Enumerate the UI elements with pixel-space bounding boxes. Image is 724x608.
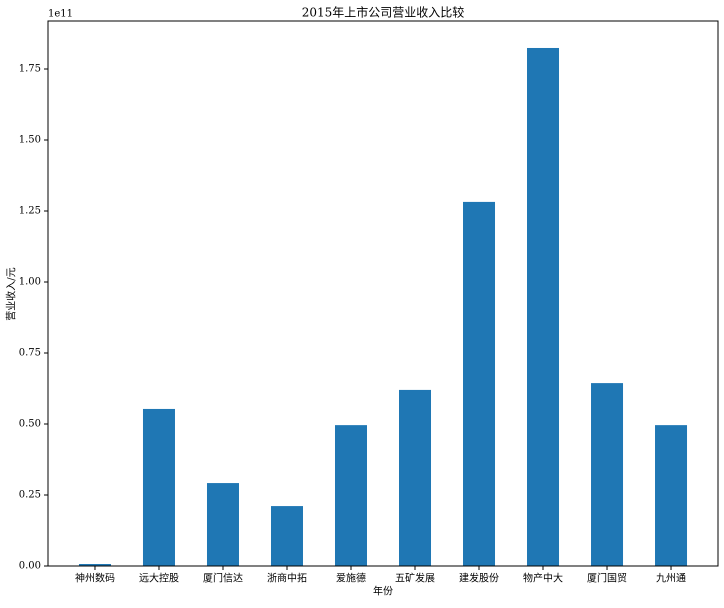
y-tick-label: 1.00 — [19, 276, 41, 287]
y-tick-label: 0.25 — [19, 489, 41, 500]
y-tick-label: 0.50 — [19, 418, 41, 429]
y-tick-label: 1.75 — [19, 63, 41, 74]
x-tick-label: 远大控股 — [139, 572, 179, 585]
x-tick-label: 厦门信达 — [203, 572, 243, 585]
x-tick-label: 九州通 — [656, 573, 686, 585]
y-tick-label: 0.75 — [19, 347, 41, 358]
bar — [399, 389, 432, 566]
bar — [527, 47, 560, 566]
y-axis-label: 营业收入/元 — [5, 267, 18, 320]
chart-title: 2015年上市公司营业收入比较 — [302, 5, 465, 20]
y-tick-label: 0.00 — [19, 561, 41, 572]
bar — [655, 425, 688, 566]
bar — [334, 425, 367, 566]
x-tick-label: 五矿发展 — [395, 572, 435, 585]
bar — [78, 564, 111, 566]
bar — [591, 383, 624, 566]
x-tick-label: 爱施德 — [336, 572, 366, 585]
x-axis-label: 年份 — [373, 585, 393, 598]
bar — [270, 506, 303, 566]
bar — [206, 483, 239, 566]
x-tick-label: 厦门国贸 — [587, 572, 627, 585]
y-tick-label: 1.50 — [19, 134, 41, 145]
x-tick-label: 神州数码 — [75, 572, 115, 585]
y-tick-label: 1.25 — [19, 205, 41, 216]
plot-frame — [47, 20, 719, 567]
bar — [463, 201, 496, 566]
x-tick-label: 建发股份 — [459, 572, 499, 585]
offset-label: 1e11 — [48, 9, 73, 20]
x-tick-label: 浙商中拓 — [267, 572, 307, 585]
x-tick-label: 物产中大 — [523, 572, 563, 585]
bar — [142, 408, 175, 566]
